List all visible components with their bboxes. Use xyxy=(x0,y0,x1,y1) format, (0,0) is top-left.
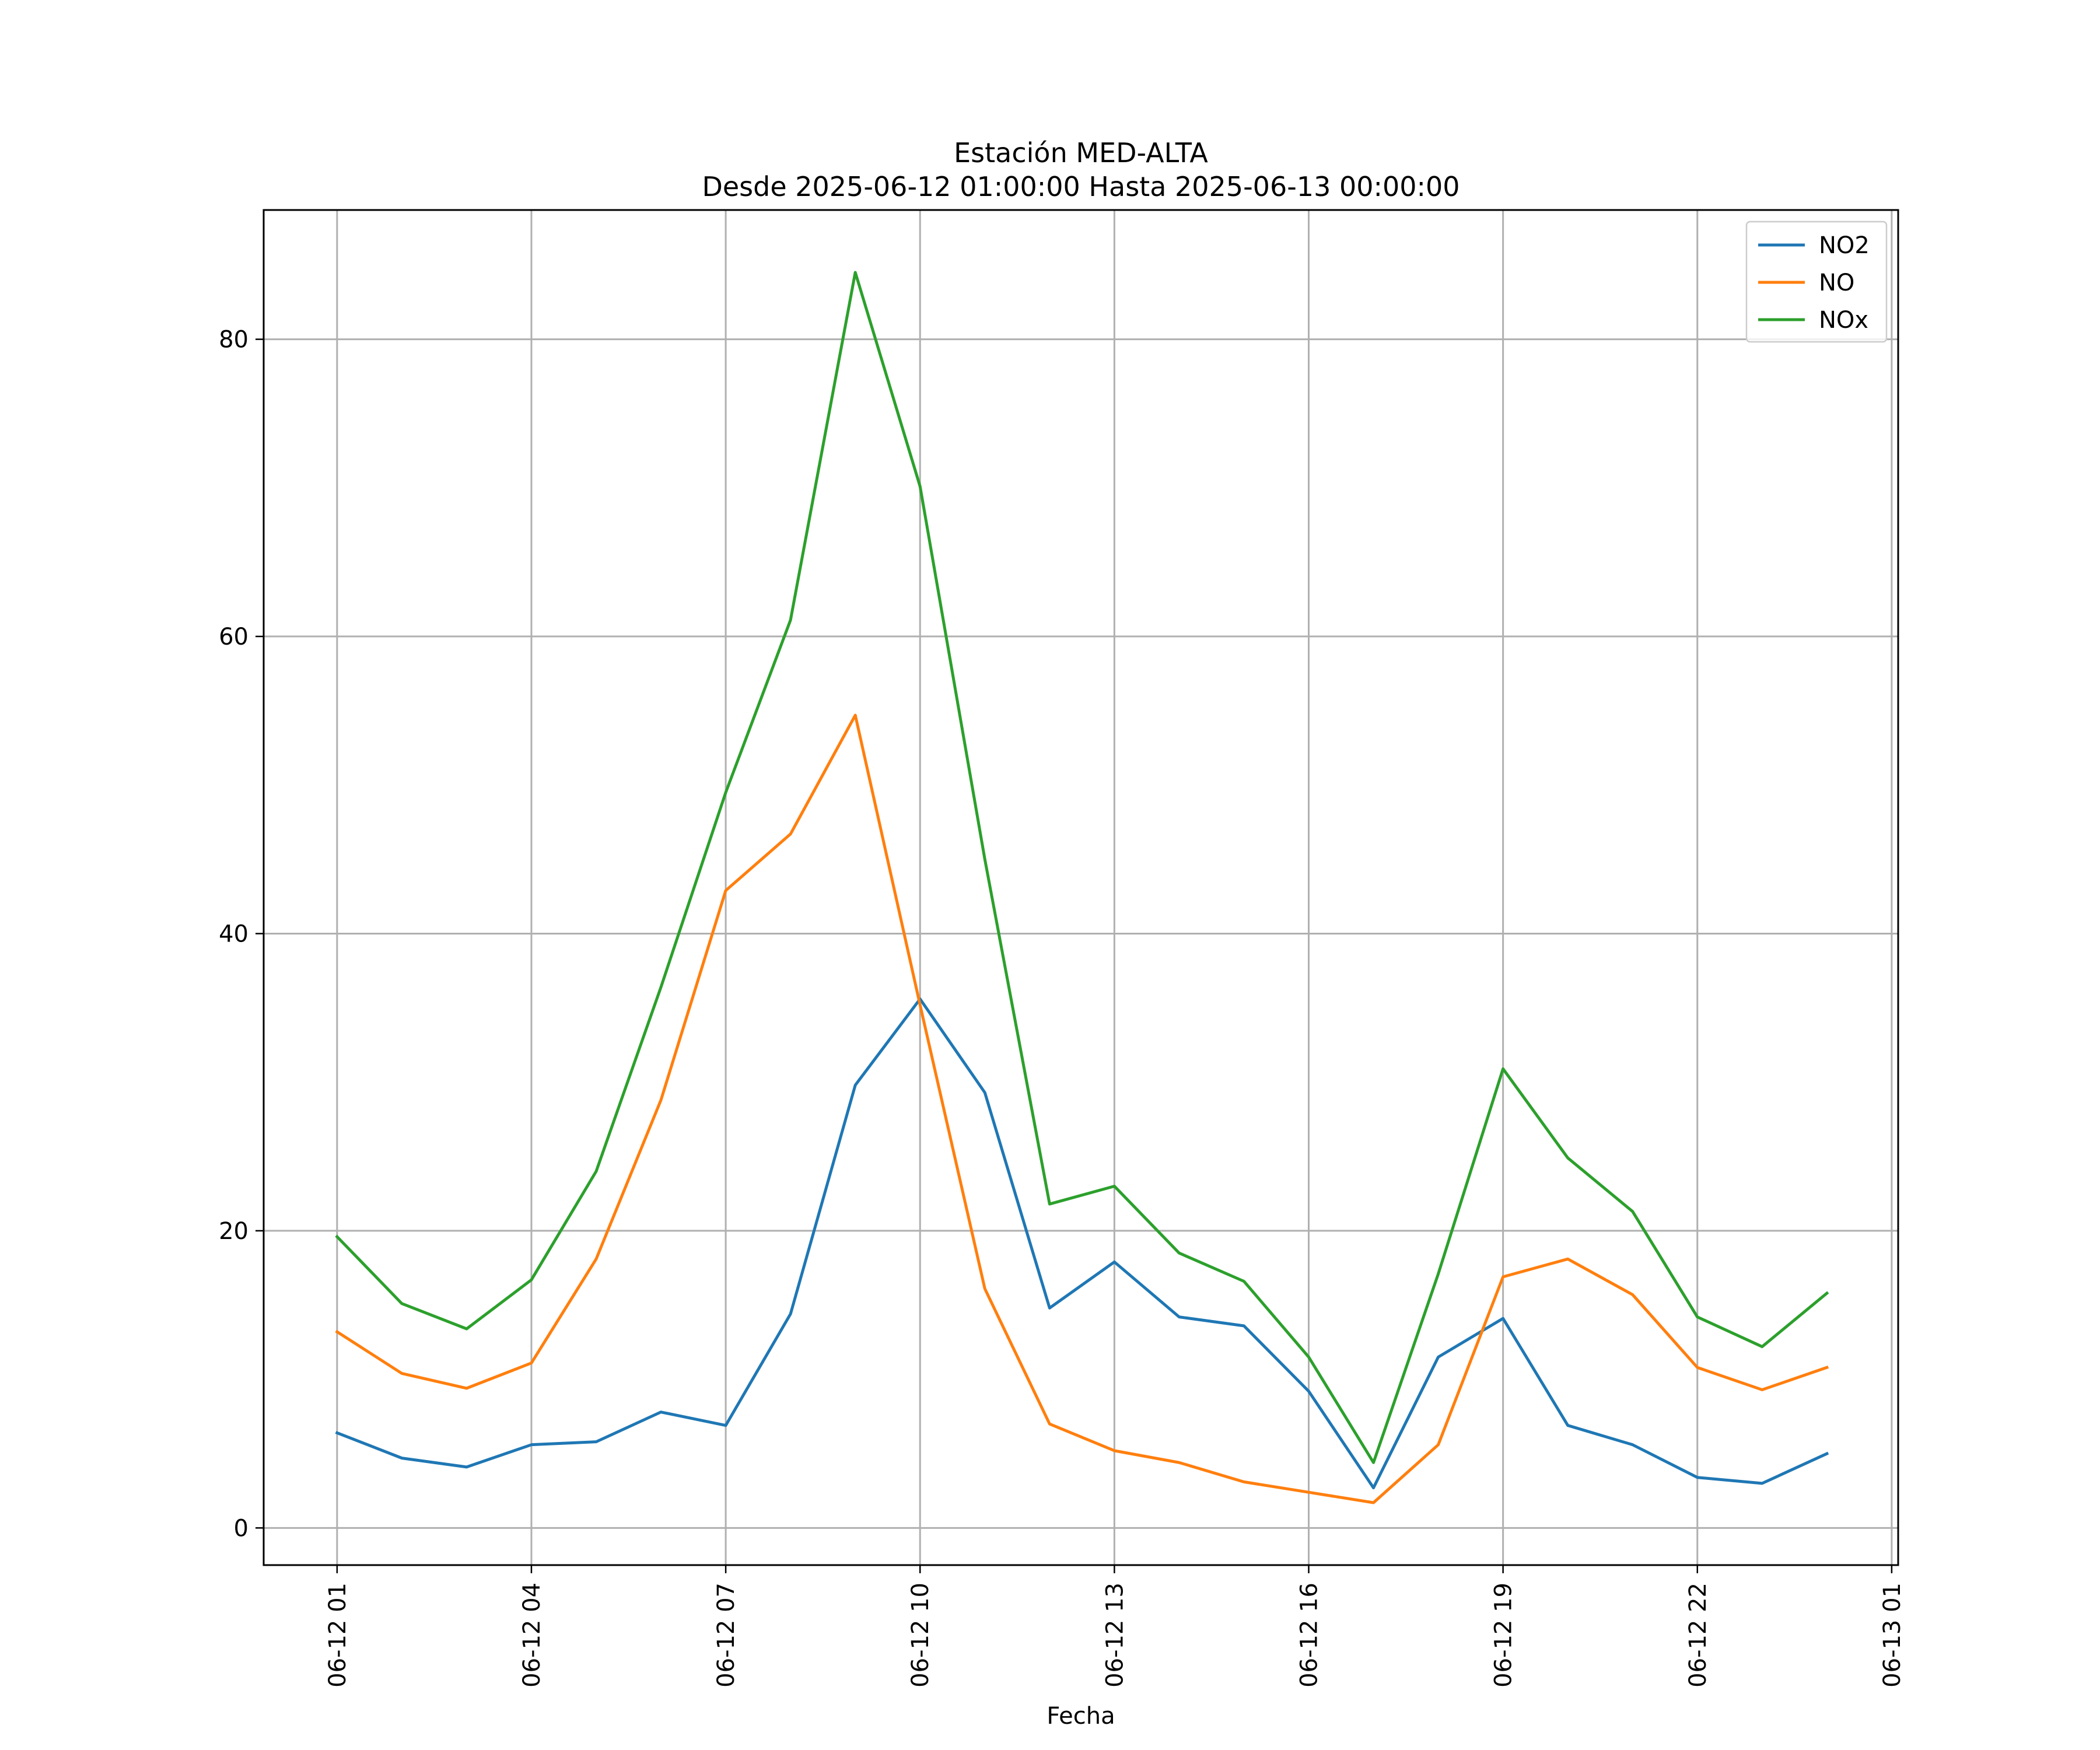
legend-box xyxy=(1745,220,1888,343)
plot-area: 06-12 01 06-12 04 06-12 07 06-12 10 06-12 13… xyxy=(219,209,1906,1688)
series-line-no2 xyxy=(335,998,1829,1490)
y-tick-label: 80 xyxy=(219,327,249,354)
series-line-nox xyxy=(335,271,1829,1464)
x-tick-label: 06-12 22 xyxy=(1685,1583,1712,1688)
x-tick-label: 06-13 01 xyxy=(1879,1583,1906,1688)
x-tick-label: 06-12 16 xyxy=(1296,1583,1323,1688)
y-tick-label: 40 xyxy=(219,921,249,947)
legend-label-nox: NOx xyxy=(1819,307,1868,334)
chart-subtitle: Desde 2025-06-12 01:00:00 Hasta 2025-06-… xyxy=(702,171,1460,202)
x-tick-label: 06-12 01 xyxy=(324,1583,351,1688)
legend-label-no: NO xyxy=(1819,270,1854,296)
series-group xyxy=(335,271,1829,1504)
x-axis-ticks: 06-12 01 06-12 04 06-12 07 06-12 10 06-12 13… xyxy=(324,1565,1906,1688)
x-tick-label: 06-12 19 xyxy=(1490,1583,1517,1688)
grid-lines xyxy=(264,210,1898,1565)
legend: NO2 NO NOx xyxy=(1745,220,1888,343)
x-tick-label: 06-12 10 xyxy=(907,1583,934,1688)
x-tick-label: 06-12 13 xyxy=(1101,1583,1128,1688)
x-tick-label: 06-12 04 xyxy=(519,1583,545,1688)
y-tick-label: 20 xyxy=(219,1218,249,1245)
x-tick-label: 06-12 07 xyxy=(713,1583,740,1688)
series-line-no xyxy=(335,713,1829,1504)
legend-label-no2: NO2 xyxy=(1819,232,1870,259)
y-tick-label: 0 xyxy=(234,1515,249,1542)
x-axis-label: Fecha xyxy=(1046,1703,1115,1730)
axes-frame xyxy=(262,209,1899,1566)
chart-title: Estación MED-ALTA xyxy=(954,137,1208,169)
y-tick-label: 60 xyxy=(219,624,249,650)
y-axis-ticks: 0 20 40 60 80 xyxy=(219,327,264,1542)
